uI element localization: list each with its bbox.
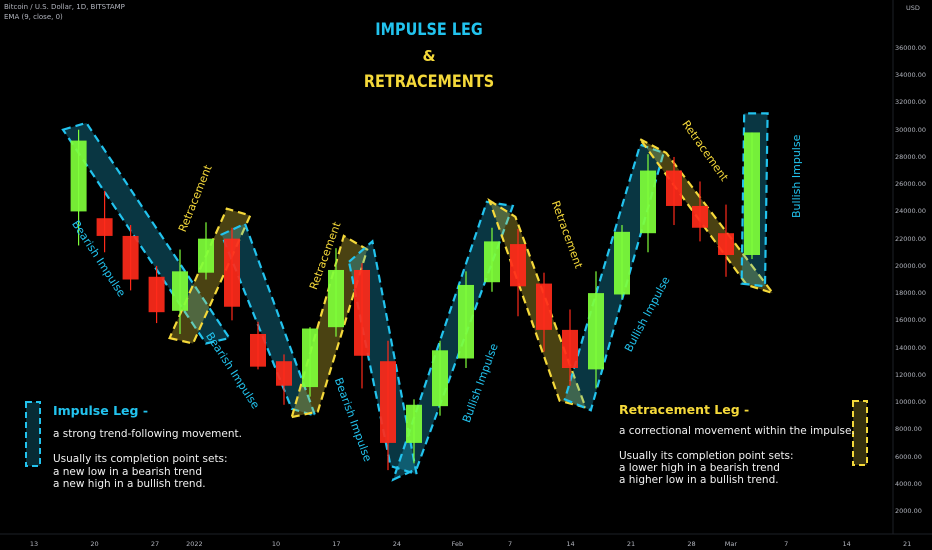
time-tick-label: 27: [150, 540, 160, 548]
price-tick-label: 32000.00: [895, 98, 927, 107]
candle-body-12[interactable]: [380, 361, 396, 443]
time-tick-label: 14: [566, 540, 575, 548]
price-tick-label: 36000.00: [895, 44, 927, 52]
candle-body-17[interactable]: [510, 244, 526, 287]
candle-body-3[interactable]: [148, 276, 165, 313]
time-tick-label: Mar: [724, 540, 738, 548]
price-tick-label: 30000.00: [895, 125, 927, 134]
candle-body-19[interactable]: [562, 329, 578, 369]
retracement-panel-line4: a higher low in a bullish trend.: [619, 474, 779, 486]
candle-body-24[interactable]: [692, 205, 708, 228]
price-tick-label: 16000.00: [895, 316, 927, 325]
impulse-panel-title: Impulse Leg -: [53, 403, 149, 418]
price-tick-label: 18000.00: [895, 289, 927, 298]
candle-body-13[interactable]: [406, 404, 422, 443]
candle-body-14[interactable]: [432, 350, 448, 407]
price-tick-label: 34000.00: [895, 71, 927, 80]
impulse-legend-swatch: [25, 401, 41, 467]
indicator-header[interactable]: EMA (9, close, 0): [4, 13, 63, 21]
impulse-panel-line3: a new low in a bearish trend: [53, 466, 202, 478]
title-impulse-leg: IMPULSE LEG: [375, 20, 483, 40]
panel-legend-icons: [25, 400, 868, 467]
price-tick-label: 10000.00: [895, 398, 927, 407]
price-tick-label: 8000.00: [895, 425, 922, 434]
candle-body-20[interactable]: [588, 293, 604, 370]
candle-body-4[interactable]: [172, 271, 188, 311]
currency-label: USD: [906, 4, 920, 12]
candle-body-23[interactable]: [666, 170, 682, 206]
impulse-leg-5[interactable]: [391, 200, 515, 482]
candle-body-2[interactable]: [122, 235, 139, 280]
price-tick-label: 6000.00: [895, 452, 922, 461]
candlesticks: [70, 129, 760, 471]
symbol-header[interactable]: Bitcoin / U.S. Dollar, 1D, BITSTAMP: [4, 3, 125, 11]
time-tick-label: 21: [903, 540, 912, 548]
title-retracements: RETRACEMENTS: [363, 72, 495, 92]
time-tick-label: 10: [271, 540, 281, 548]
price-tick-label: 14000.00: [895, 343, 927, 352]
price-tick-label: 24000.00: [895, 207, 927, 216]
price-tick-label: 12000.00: [895, 370, 927, 379]
candle-body-15[interactable]: [458, 284, 474, 359]
candle-body-16[interactable]: [484, 241, 500, 283]
time-tick-label: 24: [392, 540, 402, 548]
candle-body-5[interactable]: [198, 238, 214, 273]
price-tick-label: 22000.00: [895, 234, 927, 243]
retracement-panel-title: Retracement Leg -: [619, 402, 750, 417]
candle-body-10[interactable]: [328, 269, 344, 328]
candle-body-0[interactable]: [70, 140, 87, 212]
time-tick-label: 13: [29, 540, 39, 548]
candle-body-11[interactable]: [354, 269, 370, 356]
time-tick-label: 14: [842, 540, 851, 548]
time-tick-label: 28: [687, 540, 696, 548]
candle-body-1[interactable]: [96, 218, 113, 236]
impulse-panel-line2: Usually its completion point sets:: [53, 453, 228, 465]
time-tick-label: 21: [626, 540, 636, 548]
title-ampersand: &: [422, 47, 436, 65]
time-tick-label: Feb: [451, 540, 464, 548]
candle-body-9[interactable]: [302, 328, 318, 388]
label-bullish-impulse-3: Bullish Impulse: [790, 134, 803, 218]
candle-body-25[interactable]: [718, 233, 734, 255]
time-tick-label: 7: [784, 540, 789, 548]
retracement-legend-swatch: [852, 400, 868, 466]
price-tick-label: 4000.00: [895, 479, 922, 488]
price-tick-label: 26000.00: [895, 180, 927, 189]
candle-body-21[interactable]: [614, 231, 630, 295]
candle-body-6[interactable]: [224, 238, 240, 307]
time-tick-label: 20: [90, 540, 99, 548]
price-tick-label: 20000.00: [895, 261, 927, 270]
candle-body-22[interactable]: [640, 170, 656, 234]
candle-body-18[interactable]: [536, 283, 552, 330]
candle-body-8[interactable]: [276, 361, 292, 386]
retracement-panel-desc: a correctional movement within the impul…: [619, 425, 855, 437]
time-tick-label: 2022: [186, 540, 203, 548]
price-tick-label: 2000.00: [895, 507, 922, 515]
retracement-panel-line3: a lower high in a bearish trend: [619, 462, 780, 474]
impulse-panel-line4: a new high in a bullish trend.: [53, 478, 206, 490]
time-tick-label: 17: [332, 540, 341, 548]
time-tick-label: 7: [507, 540, 513, 548]
candle-body-7[interactable]: [250, 333, 266, 367]
candle-body-26[interactable]: [744, 132, 760, 255]
retracement-panel-line2: Usually its completion point sets:: [619, 450, 794, 462]
impulse-panel-desc: a strong trend-following movement.: [53, 428, 242, 440]
price-tick-label: 28000.00: [895, 152, 927, 161]
